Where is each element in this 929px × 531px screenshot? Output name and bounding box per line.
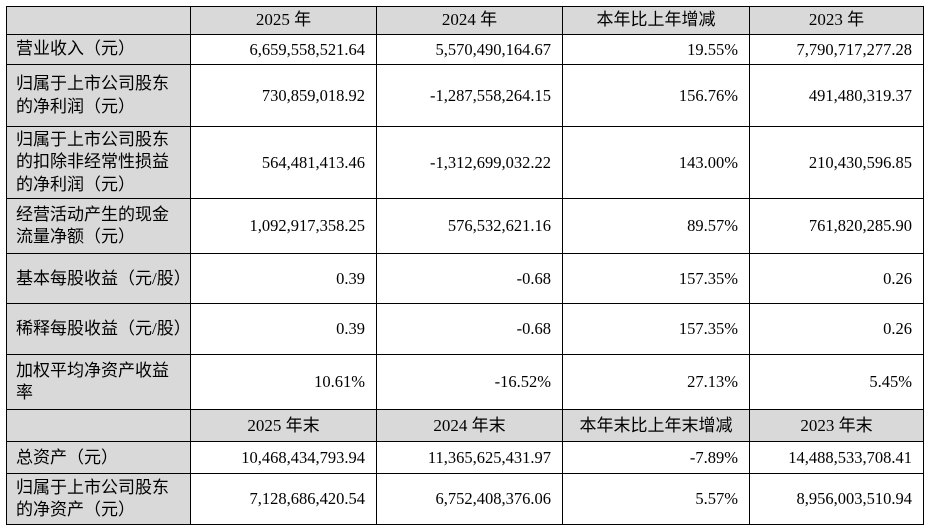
cell-value: -7.89% [562, 441, 750, 475]
cell-value: -0.68 [376, 253, 563, 305]
cell-value: 157.35% [562, 253, 750, 305]
table-row-diluted-eps: 稀释每股收益（元/股） 0.39 -0.68 157.35% 0.26 [6, 303, 924, 356]
row-label: 营业收入（元） [6, 34, 191, 65]
cell-value: 491,480,319.37 [749, 64, 924, 127]
cell-value: 6,752,408,376.06 [376, 473, 563, 526]
cell-value: 89.57% [562, 198, 750, 255]
cell-value: -1,312,699,032.22 [376, 125, 563, 200]
cell-value: 1,092,917,358.25 [190, 198, 377, 255]
cell-value: 7,128,686,420.54 [190, 473, 377, 526]
col-header-yoy-change: 本年比上年增减 [562, 6, 750, 35]
annual-header-row: 2025 年 2024 年 本年比上年增减 2023 年 [6, 6, 924, 35]
cell-value: 157.35% [562, 303, 750, 356]
col-header-2024-end: 2024 年末 [376, 409, 563, 443]
cell-value: 143.00% [562, 125, 750, 200]
cell-value: 730,859,018.92 [190, 64, 377, 127]
col-header-2025: 2025 年 [190, 6, 377, 35]
cell-value: 564,481,413.46 [190, 125, 377, 200]
cell-value: 210,430,596.85 [749, 125, 924, 200]
cell-value: 11,365,625,431.97 [376, 441, 563, 475]
cell-value: 7,790,717,277.28 [749, 34, 924, 65]
cell-value: 0.26 [749, 253, 924, 305]
table-row-basic-eps: 基本每股收益（元/股） 0.39 -0.68 157.35% 0.26 [6, 253, 924, 305]
cell-value: 10.61% [190, 354, 377, 411]
cell-value: -0.68 [376, 303, 563, 356]
col-header-yoy-end-change: 本年末比上年末增减 [562, 409, 750, 443]
cell-value: 761,820,285.90 [749, 198, 924, 255]
col-header-2023: 2023 年 [749, 6, 924, 35]
cell-value: -1,287,558,264.15 [376, 64, 563, 127]
cell-value: 576,532,621.16 [376, 198, 563, 255]
table-row-revenue: 营业收入（元） 6,659,558,521.64 5,570,490,164.6… [6, 34, 924, 65]
row-label: 加权平均净资产收益率 [6, 354, 191, 411]
cell-value: 0.26 [749, 303, 924, 356]
cell-value: 19.55% [562, 34, 750, 65]
table-row-net-assets: 归属于上市公司股东的净资产（元） 7,128,686,420.54 6,752,… [6, 473, 924, 526]
row-label: 归属于上市公司股东的扣除非经常性损益的净利润（元） [6, 125, 191, 200]
corner-cell [6, 409, 191, 443]
col-header-2023-end: 2023 年末 [749, 409, 924, 443]
table-row-net-profit: 归属于上市公司股东的净利润（元） 730,859,018.92 -1,287,5… [6, 64, 924, 127]
corner-cell [6, 6, 191, 35]
key-financials-table: 2025 年 2024 年 本年比上年增减 2023 年 营业收入（元） 6,6… [6, 6, 924, 526]
year-end-header-row: 2025 年末 2024 年末 本年末比上年末增减 2023 年末 [6, 409, 924, 443]
row-label: 稀释每股收益（元/股） [6, 303, 191, 356]
row-label: 归属于上市公司股东的净资产（元） [6, 473, 191, 526]
col-header-2024: 2024 年 [376, 6, 563, 35]
cell-value: 5.57% [562, 473, 750, 526]
col-header-2025-end: 2025 年末 [190, 409, 377, 443]
table-row-net-profit-deducted: 归属于上市公司股东的扣除非经常性损益的净利润（元） 564,481,413.46… [6, 125, 924, 200]
cell-value: -16.52% [376, 354, 563, 411]
cell-value: 27.13% [562, 354, 750, 411]
cell-value: 10,468,434,793.94 [190, 441, 377, 475]
table-row-weighted-avg-roe: 加权平均净资产收益率 10.61% -16.52% 27.13% 5.45% [6, 354, 924, 411]
row-label: 总资产（元） [6, 441, 191, 475]
cell-value: 156.76% [562, 64, 750, 127]
cell-value: 5.45% [749, 354, 924, 411]
cell-value: 6,659,558,521.64 [190, 34, 377, 65]
cell-value: 5,570,490,164.67 [376, 34, 563, 65]
table-row-operating-cash-flow: 经营活动产生的现金流量净额（元） 1,092,917,358.25 576,53… [6, 198, 924, 255]
row-label: 基本每股收益（元/股） [6, 253, 191, 305]
table-row-total-assets: 总资产（元） 10,468,434,793.94 11,365,625,431.… [6, 441, 924, 475]
cell-value: 14,488,533,708.41 [749, 441, 924, 475]
cell-value: 0.39 [190, 303, 377, 356]
row-label: 归属于上市公司股东的净利润（元） [6, 64, 191, 127]
cell-value: 8,956,003,510.94 [749, 473, 924, 526]
row-label: 经营活动产生的现金流量净额（元） [6, 198, 191, 255]
cell-value: 0.39 [190, 253, 377, 305]
